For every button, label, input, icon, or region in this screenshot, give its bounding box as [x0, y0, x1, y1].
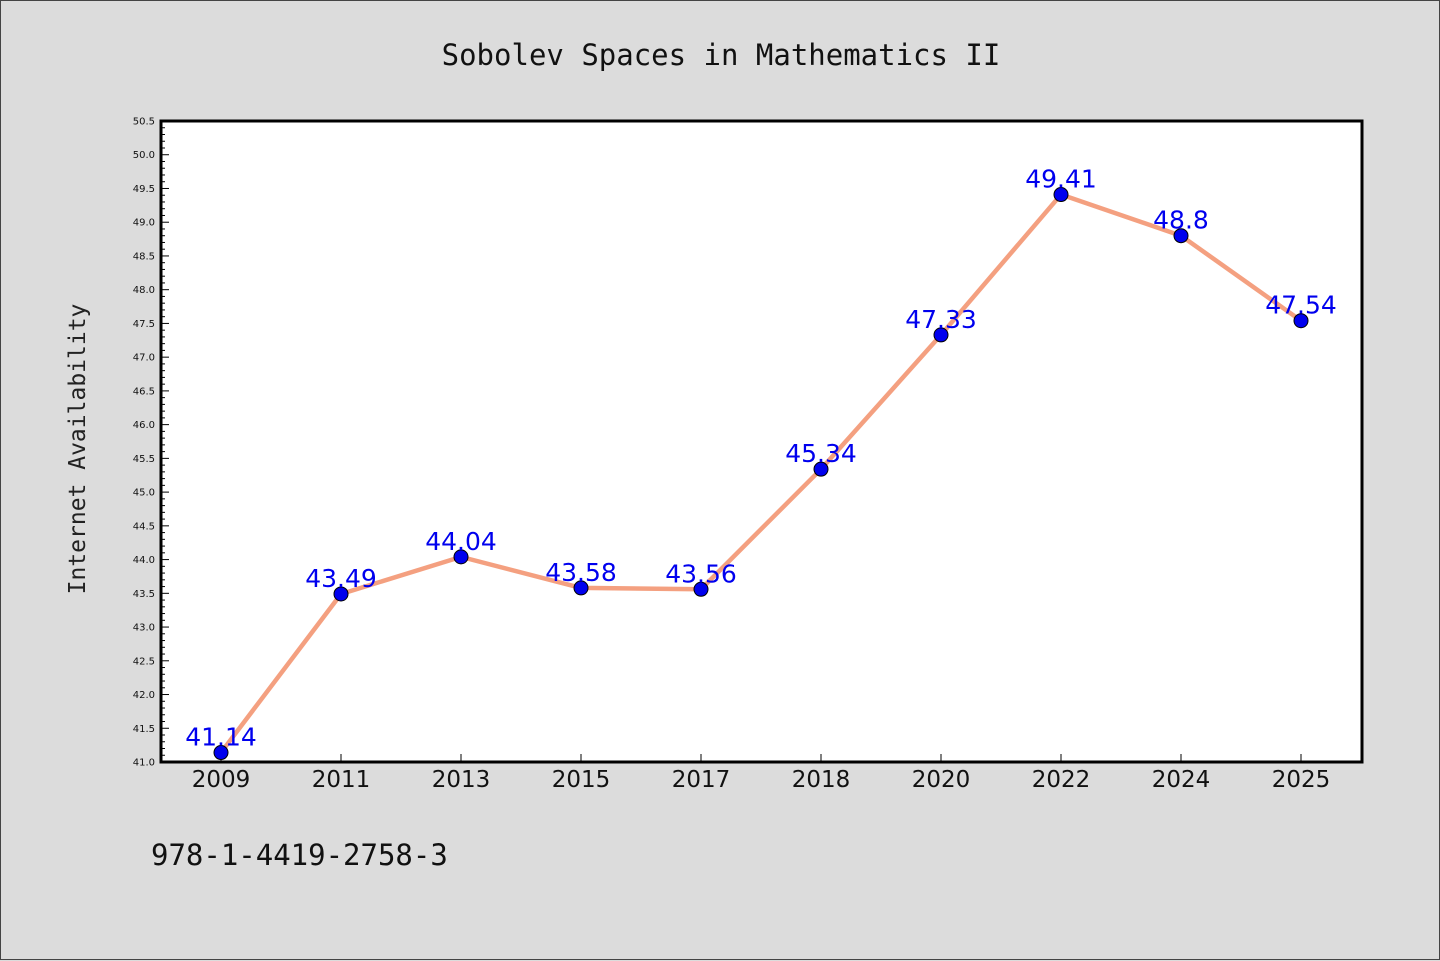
data-label: 43.56	[665, 559, 737, 588]
y-tick-label: 42.5	[133, 656, 155, 667]
x-tick-label: 2020	[912, 767, 971, 793]
footer-isbn: 978-1-4419-2758-3	[151, 838, 448, 872]
data-label: 44.04	[425, 527, 497, 556]
series-markers	[213, 187, 1309, 761]
data-point	[573, 580, 589, 596]
data-point	[453, 549, 469, 565]
x-tick-label: 2013	[432, 767, 491, 793]
y-tick-label: 47.0	[133, 353, 155, 364]
y-tick-label: 47.5	[133, 319, 155, 330]
data-point	[1173, 228, 1189, 244]
data-label: 47.54	[1265, 291, 1337, 320]
y-tick-label: 45.0	[133, 488, 155, 499]
data-label: 49.41	[1025, 165, 1097, 194]
data-point	[693, 581, 709, 597]
data-point	[333, 586, 349, 602]
y-tick-label: 46.5	[133, 386, 155, 397]
x-tick-label: 2018	[792, 767, 851, 793]
y-tick-label: 41.5	[133, 724, 155, 735]
y-tick-label: 45.5	[133, 454, 155, 465]
y-tick-label: 43.5	[133, 589, 155, 600]
y-tick-label: 50.0	[133, 150, 155, 161]
y-tick-label: 42.0	[133, 690, 155, 701]
x-tick-label: 2022	[1032, 767, 1091, 793]
data-label: 43.49	[305, 564, 377, 593]
data-point	[813, 461, 829, 477]
data-point	[1053, 187, 1069, 203]
data-point	[213, 745, 229, 761]
y-axis: 41.0 41.5 42.0 42.5 43.0 43.5 44.0 44.5 45.0 45.5…	[133, 117, 169, 769]
y-tick-label: 49.5	[133, 184, 155, 195]
x-tick-label: 2011	[312, 767, 371, 793]
y-tick-label: 48.0	[133, 285, 155, 296]
series-line	[219, 192, 1303, 754]
data-label: 43.58	[545, 558, 617, 587]
x-tick-label: 2009	[192, 767, 251, 793]
y-tick-label: 48.5	[133, 251, 155, 262]
x-axis: 2009 2011 2013 2015 2017 2018 2020 2022 2024 2025	[192, 754, 1331, 793]
data-label: 41.14	[185, 723, 257, 752]
data-point	[933, 327, 949, 343]
y-tick-label: 44.0	[133, 555, 155, 566]
y-tick-label: 49.0	[133, 218, 155, 229]
y-tick-label: 43.0	[133, 623, 155, 634]
data-labels: 41.14 43.49 44.04 43.58 43.56 45.34 47.33 49.41…	[185, 165, 1337, 752]
y-tick-label: 50.5	[133, 117, 155, 128]
chart-title: Sobolev Spaces in Mathematics II	[442, 38, 1001, 72]
data-label: 47.33	[905, 305, 977, 334]
x-tick-label: 2025	[1272, 767, 1331, 793]
y-tick-label: 46.0	[133, 420, 155, 431]
y-tick-label: 41.0	[133, 758, 155, 769]
data-point	[1293, 313, 1309, 329]
y-axis-label: Internet Availability	[65, 304, 91, 595]
y-tick-label: 44.5	[133, 521, 155, 532]
x-tick-label: 2024	[1152, 767, 1211, 793]
data-label: 45.34	[785, 439, 857, 468]
data-label: 48.8	[1153, 206, 1209, 235]
x-tick-label: 2015	[552, 767, 611, 793]
x-tick-label: 2017	[672, 767, 731, 793]
